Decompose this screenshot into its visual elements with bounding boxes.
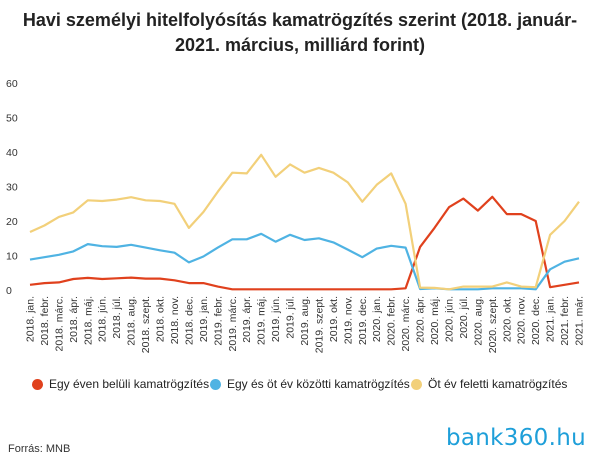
y-tick-label: 10 <box>6 251 18 263</box>
legend-swatch-1 <box>32 378 43 390</box>
x-tick-label: 2020. júl. <box>458 296 470 339</box>
y-tick-label: 40 <box>6 147 18 159</box>
x-tick-label: 2019. jan. <box>198 296 210 342</box>
legend-swatch-3 <box>411 378 422 390</box>
x-tick-label: 2019. jún. <box>270 296 282 342</box>
x-tick-label: 2020. okt. <box>501 296 513 342</box>
x-tick-label: 2019. okt. <box>328 296 340 342</box>
x-tick-label: 2018. dec. <box>183 296 195 345</box>
legend-label-3: Öt év feletti kamatrögzítés <box>428 377 568 391</box>
x-tick-label: 2020. ápr. <box>415 296 427 343</box>
legend-item-1: Egy éven belüli kamatrögzítés <box>32 377 209 391</box>
x-tick-label: 2019. aug. <box>299 296 311 346</box>
x-tick-label: 2019. máj. <box>256 296 268 345</box>
x-tick-label: 2020. máj. <box>429 296 441 345</box>
y-tick-label: 60 <box>6 78 18 90</box>
x-tick-label: 2018. márc. <box>53 296 65 351</box>
plot-area <box>29 153 580 291</box>
x-tick-label: 2018. nov. <box>169 296 181 344</box>
legend: Egy éven belüli kamatrögzítés Egy és öt … <box>0 377 600 397</box>
x-tick-label: 2021. már. <box>574 296 586 346</box>
x-tick-label: 2020. dec. <box>530 296 542 345</box>
x-tick-label: 2020. febr. <box>386 296 398 346</box>
legend-label-2: Egy és öt év közötti kamatrögzítés <box>227 377 410 391</box>
x-tick-label: 2019. febr. <box>212 296 224 346</box>
legend-swatch-2 <box>210 378 221 390</box>
x-tick-label: 2019. júl. <box>285 296 297 339</box>
x-tick-label: 2018. szept. <box>140 296 152 353</box>
x-tick-label: 2019. dec. <box>357 296 369 345</box>
x-tick-label: 2019. márc. <box>227 296 239 351</box>
x-tick-label: 2020. nov. <box>516 296 528 344</box>
chart-title: Havi személyi hitelfolyósítás kamatrögzí… <box>22 10 578 55</box>
y-tick-label: 20 <box>6 216 18 228</box>
x-tick-label: 2020. aug. <box>472 296 484 346</box>
x-tick-label: 2019. szept. <box>313 296 325 353</box>
y-axis: 0 10 20 30 40 50 60 <box>6 78 18 297</box>
x-tick-label: 2018. aug. <box>126 296 138 346</box>
brand-logo: bank360.hu <box>446 425 586 451</box>
x-tick-label: 2020. jan. <box>371 296 383 342</box>
x-tick-label: 2019. ápr. <box>241 296 253 343</box>
y-tick-label: 0 <box>6 285 12 297</box>
x-tick-label: 2018. jan. <box>25 296 37 342</box>
series-line-1 <box>29 195 580 291</box>
x-tick-label: 2018. júl. <box>111 296 123 339</box>
x-tick-label: 2018. ápr. <box>68 296 80 343</box>
x-tick-label: 2018. jún. <box>97 296 109 342</box>
series-line-2 <box>29 232 580 291</box>
y-tick-label: 30 <box>6 182 18 194</box>
legend-item-2: Egy és öt év közötti kamatrögzítés <box>210 377 410 391</box>
x-tick-label: 2019. nov. <box>342 296 354 344</box>
legend-label-1: Egy éven belüli kamatrögzítés <box>49 377 210 391</box>
x-tick-label: 2021. jan. <box>545 296 557 342</box>
legend-item-3: Öt év feletti kamatrögzítés <box>411 377 567 391</box>
x-tick-label: 2018. máj. <box>82 296 94 345</box>
x-tick-label: 2020. jún. <box>443 296 455 342</box>
x-tick-label: 2018. febr. <box>39 296 51 346</box>
x-tick-label: 2018. okt. <box>155 296 167 342</box>
series-line-3 <box>29 153 580 291</box>
source-note: Forrás: MNB <box>8 443 71 455</box>
x-tick-label: 2020. márc. <box>400 296 412 351</box>
x-axis: 2018. jan. 2018. febr. 2018. márc. 2018. áp… <box>25 296 586 353</box>
y-tick-label: 50 <box>6 113 18 125</box>
x-tick-label: 2021. febr. <box>559 296 571 346</box>
x-tick-label: 2020. szept. <box>487 296 499 353</box>
